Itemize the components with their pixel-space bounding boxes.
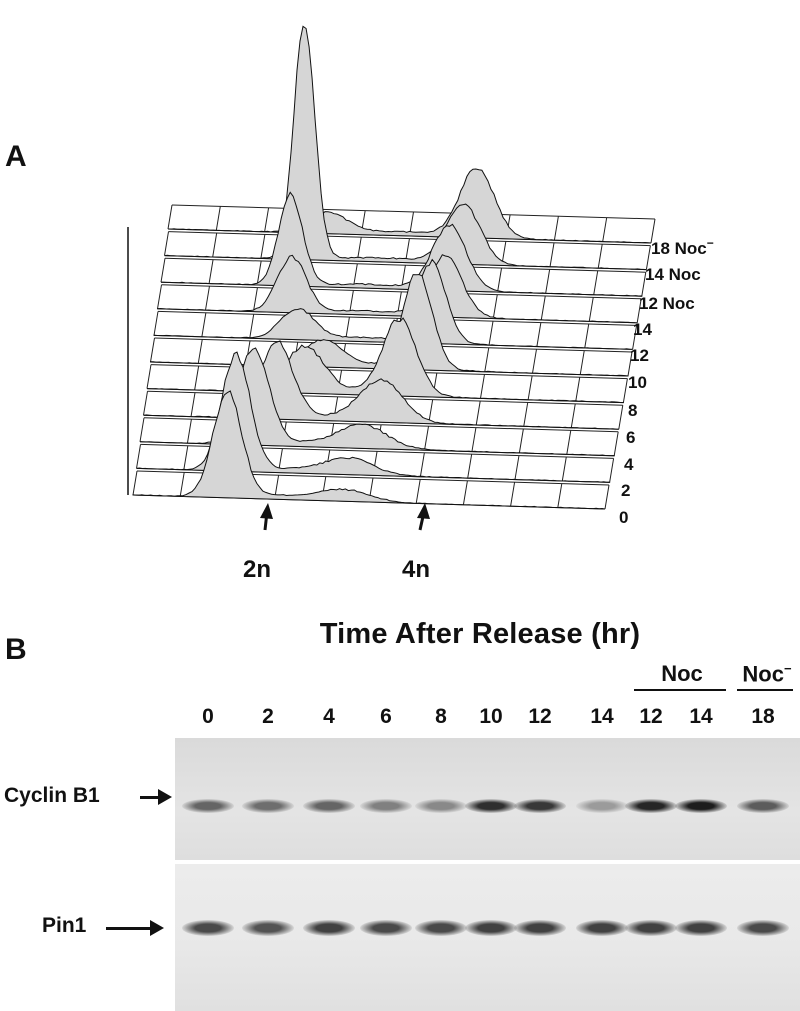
- row-label-12: 12: [630, 346, 649, 365]
- blot-band: [182, 799, 234, 813]
- noc-group-line: [634, 689, 726, 691]
- pin1-label: Pin1: [42, 914, 87, 937]
- blot-band: [675, 799, 727, 813]
- lane-label: 14: [689, 705, 713, 728]
- cyclin-b1-blot: [175, 738, 800, 860]
- lane-label: 12: [639, 705, 663, 728]
- arrow-4n-icon: [417, 503, 430, 531]
- histogram-trace: [160, 191, 643, 297]
- row-label-0: 0: [619, 508, 628, 527]
- blot-band: [625, 799, 677, 813]
- histogram-trace: [164, 25, 647, 271]
- row-label-10: 10: [628, 373, 647, 392]
- lane-label: 18: [751, 705, 775, 728]
- marker-2n: 2n: [243, 556, 271, 583]
- blot-band: [242, 920, 294, 936]
- panel-b-letter: B: [5, 633, 27, 666]
- blot-band: [675, 920, 727, 936]
- grid-row: [167, 204, 656, 244]
- row-label-14: 14: [633, 320, 652, 339]
- histogram-trace: [157, 254, 638, 324]
- blot-band: [360, 920, 412, 936]
- marker-4n: 4n: [402, 556, 430, 583]
- blot-band: [303, 799, 355, 813]
- blot-band: [737, 799, 789, 813]
- lane-label: 8: [435, 705, 447, 728]
- blot-band: [514, 920, 566, 936]
- lane-label: 14: [590, 705, 614, 728]
- panel-a-letter: A: [5, 140, 27, 173]
- histogram-trace: [167, 168, 652, 244]
- pin1-arrow-line: [106, 927, 154, 930]
- blot-band: [465, 799, 517, 813]
- row-label-2: 2: [621, 481, 630, 500]
- cyclin-arrow-icon: [158, 789, 172, 805]
- blot-band: [415, 799, 467, 813]
- row-label-6: 6: [626, 428, 635, 447]
- noc-minus-group-line: [737, 689, 793, 691]
- histogram-trace: [132, 390, 606, 510]
- row-label-8: 8: [628, 401, 637, 420]
- blot-band: [576, 920, 628, 936]
- pin1-arrow-icon: [150, 920, 164, 936]
- lane-label: 6: [380, 705, 392, 728]
- row-label-4: 4: [624, 455, 634, 474]
- blot-band: [242, 799, 294, 813]
- blot-band: [465, 920, 517, 936]
- cyclin-arrow-line: [140, 796, 162, 799]
- blot-band: [415, 920, 467, 936]
- lane-label: 10: [479, 705, 503, 728]
- lane-label: 12: [528, 705, 552, 728]
- blot-band: [182, 920, 234, 936]
- lane-label: 2: [262, 705, 274, 728]
- blot-band: [625, 920, 677, 936]
- blot-band: [737, 920, 789, 936]
- blot-band: [576, 799, 628, 813]
- blot-title: Time After Release (hr): [319, 618, 641, 650]
- row-label-18-noc-minus: 18 Noc−: [651, 236, 714, 258]
- lane-label: 4: [323, 705, 335, 728]
- blot-band: [514, 799, 566, 813]
- row-label-12-noc: 12 Noc: [639, 294, 695, 313]
- blot-band: [360, 799, 412, 813]
- grid-row: [157, 284, 642, 324]
- noc-group-label: Noc: [661, 661, 703, 686]
- row-label-14-noc: 14 Noc: [645, 265, 701, 284]
- grid-row: [164, 231, 651, 271]
- grid-row: [160, 257, 647, 297]
- arrow-2n-icon: [260, 503, 273, 531]
- pin1-blot: [175, 864, 800, 1011]
- histogram-traces: [132, 25, 652, 510]
- cyclin-b1-label: Cyclin B1: [4, 784, 100, 807]
- noc-minus-group-label: Noc−: [742, 661, 792, 687]
- blot-band: [303, 920, 355, 936]
- lane-label: 0: [202, 705, 214, 728]
